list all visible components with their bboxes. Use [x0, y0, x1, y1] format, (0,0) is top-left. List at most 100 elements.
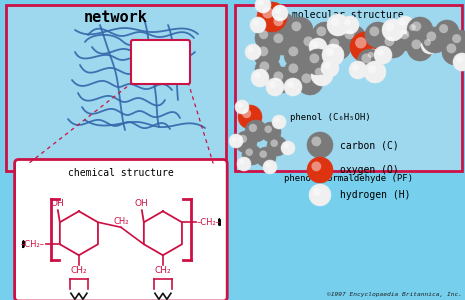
Circle shape: [287, 17, 313, 43]
Circle shape: [399, 29, 409, 39]
Circle shape: [259, 30, 268, 39]
Circle shape: [312, 161, 321, 171]
Circle shape: [396, 16, 414, 34]
Circle shape: [316, 26, 326, 36]
Circle shape: [262, 7, 273, 19]
Circle shape: [446, 44, 456, 53]
Circle shape: [287, 81, 294, 88]
Circle shape: [288, 63, 299, 73]
Circle shape: [315, 68, 323, 76]
Circle shape: [412, 39, 421, 49]
Circle shape: [259, 150, 267, 158]
Circle shape: [245, 44, 261, 60]
Circle shape: [309, 38, 327, 56]
Circle shape: [439, 24, 448, 33]
Circle shape: [361, 53, 371, 63]
Circle shape: [301, 74, 311, 83]
Circle shape: [368, 65, 376, 73]
Text: CH₂: CH₂: [113, 217, 129, 226]
Circle shape: [324, 62, 331, 69]
Circle shape: [386, 23, 394, 31]
Circle shape: [272, 5, 288, 21]
Circle shape: [380, 32, 406, 58]
Circle shape: [352, 64, 359, 71]
Circle shape: [424, 39, 431, 46]
Circle shape: [311, 64, 333, 86]
Circle shape: [273, 16, 283, 26]
Circle shape: [229, 134, 243, 148]
Circle shape: [273, 71, 283, 81]
Circle shape: [307, 132, 333, 158]
Circle shape: [238, 105, 262, 129]
Circle shape: [288, 46, 299, 56]
Circle shape: [259, 46, 268, 56]
Circle shape: [422, 27, 448, 53]
Text: CH₂: CH₂: [71, 266, 87, 275]
Circle shape: [309, 184, 331, 206]
Text: hydrogen (H): hydrogen (H): [340, 190, 411, 200]
Circle shape: [299, 32, 325, 58]
Text: carbon (C): carbon (C): [340, 140, 399, 150]
Circle shape: [355, 37, 366, 49]
Circle shape: [377, 49, 384, 56]
Circle shape: [232, 136, 237, 142]
Circle shape: [382, 19, 404, 41]
Circle shape: [266, 162, 271, 168]
Text: phenol (C₆H₅OH): phenol (C₆H₅OH): [290, 112, 371, 122]
Circle shape: [313, 188, 321, 196]
Circle shape: [406, 21, 424, 39]
Text: –CH₂–: –CH₂–: [21, 240, 45, 249]
Circle shape: [312, 136, 321, 146]
Circle shape: [269, 81, 276, 88]
Circle shape: [248, 47, 254, 53]
Circle shape: [435, 20, 459, 44]
Circle shape: [258, 0, 264, 6]
Text: CH₂: CH₂: [154, 266, 171, 275]
Circle shape: [326, 48, 334, 56]
Circle shape: [257, 2, 287, 32]
Circle shape: [321, 59, 339, 77]
Circle shape: [275, 8, 281, 14]
Circle shape: [254, 42, 280, 68]
Circle shape: [284, 59, 310, 85]
Circle shape: [254, 72, 261, 79]
Circle shape: [329, 38, 339, 48]
Circle shape: [453, 53, 465, 71]
Circle shape: [255, 57, 281, 83]
Circle shape: [237, 102, 243, 108]
Circle shape: [249, 124, 257, 132]
Circle shape: [242, 109, 251, 118]
Circle shape: [297, 69, 323, 95]
Circle shape: [252, 20, 259, 26]
Circle shape: [407, 17, 433, 43]
Text: OH: OH: [135, 199, 149, 208]
FancyBboxPatch shape: [14, 160, 227, 300]
Circle shape: [452, 34, 461, 43]
FancyBboxPatch shape: [131, 40, 190, 84]
Circle shape: [399, 19, 406, 26]
Circle shape: [245, 120, 267, 142]
Circle shape: [364, 61, 386, 83]
Circle shape: [284, 78, 302, 96]
Circle shape: [250, 17, 266, 33]
Circle shape: [237, 157, 251, 171]
Circle shape: [263, 160, 277, 174]
Circle shape: [305, 49, 331, 75]
Text: phenol formaldehyde (PF): phenol formaldehyde (PF): [284, 174, 413, 183]
Circle shape: [368, 52, 374, 58]
Circle shape: [265, 125, 272, 133]
Circle shape: [284, 42, 310, 68]
Circle shape: [246, 148, 253, 156]
Circle shape: [283, 143, 289, 149]
Circle shape: [344, 19, 351, 26]
Circle shape: [341, 16, 359, 34]
Circle shape: [309, 53, 319, 63]
Circle shape: [255, 0, 271, 13]
Text: molecular structure: molecular structure: [292, 10, 404, 20]
Circle shape: [350, 32, 380, 62]
Circle shape: [312, 41, 319, 48]
Circle shape: [267, 136, 287, 156]
Circle shape: [274, 117, 280, 123]
Circle shape: [271, 140, 278, 147]
Circle shape: [269, 12, 295, 38]
